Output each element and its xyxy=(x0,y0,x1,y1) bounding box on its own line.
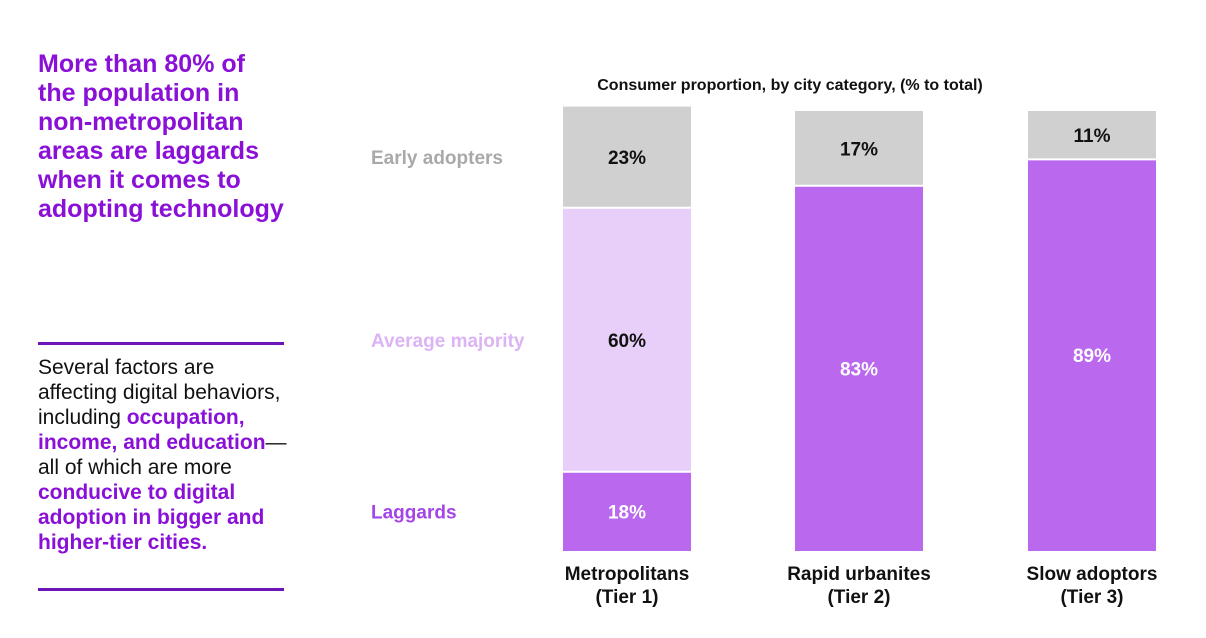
headline: More than 80% of the population in non-m… xyxy=(38,50,284,223)
data-label-early-adopters-3: 11% xyxy=(1074,126,1111,147)
bar-laggards-2 xyxy=(795,185,923,552)
data-label-early-adopters-1: 23% xyxy=(608,148,646,169)
chart-bars: 18% 60% 23% 83% 17% 89% 11% xyxy=(563,106,1156,552)
divider-top xyxy=(38,342,284,345)
category-label-3: Slow adoptors xyxy=(1027,564,1158,585)
body-text-part-1: Several factors are affecting digital be… xyxy=(38,356,281,429)
legend-laggards: Laggards xyxy=(371,502,457,523)
bar-laggards-1 xyxy=(563,471,691,551)
category-sublabel-3: (Tier 3) xyxy=(1060,587,1123,608)
body-text-part-2: —all of which are more xyxy=(38,431,287,479)
data-label-laggards-1: 18% xyxy=(608,502,646,523)
chart-title: Consumer proportion, by city category, (… xyxy=(597,77,983,94)
data-label-laggards-2: 83% xyxy=(840,359,878,380)
body-highlight-1: occupation, income, and education xyxy=(38,406,266,454)
body-highlight-2: conducive to digital adoption in bigger … xyxy=(38,481,265,554)
category-sublabel-2: (Tier 2) xyxy=(827,587,890,608)
data-label-early-adopters-2: 17% xyxy=(840,139,878,160)
category-label-1: Metropolitans xyxy=(565,564,690,585)
category-sublabel-1: (Tier 1) xyxy=(595,587,658,608)
data-label-average-majority-1: 60% xyxy=(608,331,646,352)
chart-categories: Metropolitans(Tier 1)Rapid urbanites(Tie… xyxy=(565,564,1158,608)
bar-laggards-3 xyxy=(1028,159,1156,551)
bar-early-adopters-3 xyxy=(1028,111,1156,160)
legend-average-majority: Average majority xyxy=(371,331,525,352)
category-label-2: Rapid urbanites xyxy=(787,564,931,585)
chart-legend: Laggards Average majority Early adopters xyxy=(371,148,525,523)
legend-early-adopters: Early adopters xyxy=(371,148,503,169)
bar-early-adopters-2 xyxy=(795,111,923,186)
bar-average-majority-1 xyxy=(563,207,691,472)
divider-bottom xyxy=(38,588,284,591)
data-label-laggards-3: 89% xyxy=(1073,346,1111,367)
body-text: Several factors are affecting digital be… xyxy=(38,355,288,555)
bar-early-adopters-1 xyxy=(563,106,691,208)
